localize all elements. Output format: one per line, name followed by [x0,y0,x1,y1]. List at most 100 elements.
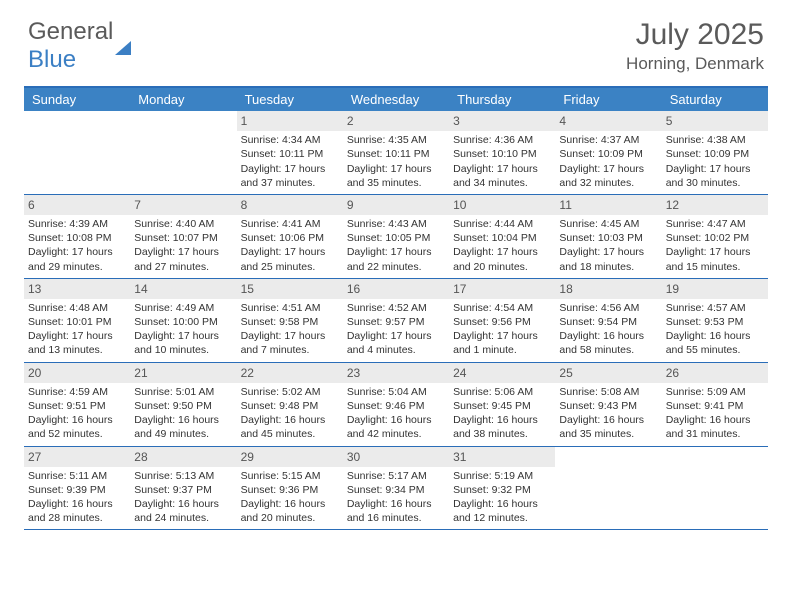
day-text: Sunrise: 4:49 AMSunset: 10:00 PMDaylight… [134,301,232,358]
day-number: 15 [237,279,343,299]
dow-cell: Tuesday [237,88,343,111]
day-cell: 24Sunrise: 5:06 AMSunset: 9:45 PMDayligh… [449,363,555,446]
day-text: Sunrise: 4:44 AMSunset: 10:04 PMDaylight… [453,217,551,274]
day-text: Sunrise: 5:01 AMSunset: 9:50 PMDaylight:… [134,385,232,442]
day-number: 25 [555,363,661,383]
day-number: 11 [555,195,661,215]
day-cell: 5Sunrise: 4:38 AMSunset: 10:09 PMDayligh… [662,111,768,194]
day-cell: 21Sunrise: 5:01 AMSunset: 9:50 PMDayligh… [130,363,236,446]
day-text: Sunrise: 4:57 AMSunset: 9:53 PMDaylight:… [666,301,764,358]
day-cell: 15Sunrise: 4:51 AMSunset: 9:58 PMDayligh… [237,279,343,362]
day-cell: 20Sunrise: 4:59 AMSunset: 9:51 PMDayligh… [24,363,130,446]
day-text: Sunrise: 4:47 AMSunset: 10:02 PMDaylight… [666,217,764,274]
day-cell [662,447,768,530]
day-text: Sunrise: 5:09 AMSunset: 9:41 PMDaylight:… [666,385,764,442]
dow-cell: Saturday [662,88,768,111]
day-number: 23 [343,363,449,383]
day-text: Sunrise: 4:45 AMSunset: 10:03 PMDaylight… [559,217,657,274]
day-number: 24 [449,363,555,383]
day-text: Sunrise: 4:56 AMSunset: 9:54 PMDaylight:… [559,301,657,358]
header: General Blue July 2025 Horning, Denmark [0,0,792,82]
day-text: Sunrise: 5:17 AMSunset: 9:34 PMDaylight:… [347,469,445,526]
calendar: SundayMondayTuesdayWednesdayThursdayFrid… [24,86,768,530]
day-text: Sunrise: 5:13 AMSunset: 9:37 PMDaylight:… [134,469,232,526]
day-number: 9 [343,195,449,215]
day-number: 28 [130,447,236,467]
logo-part2: Blue [28,46,76,73]
day-cell: 14Sunrise: 4:49 AMSunset: 10:00 PMDaylig… [130,279,236,362]
title-block: July 2025 Horning, Denmark [626,18,764,74]
day-number: 21 [130,363,236,383]
day-number: 8 [237,195,343,215]
day-number: 27 [24,447,130,467]
day-cell: 7Sunrise: 4:40 AMSunset: 10:07 PMDayligh… [130,195,236,278]
month-title: July 2025 [626,18,764,52]
day-cell: 29Sunrise: 5:15 AMSunset: 9:36 PMDayligh… [237,447,343,530]
day-cell [24,111,130,194]
day-number: 4 [555,111,661,131]
day-cell: 11Sunrise: 4:45 AMSunset: 10:03 PMDaylig… [555,195,661,278]
week-row: 27Sunrise: 5:11 AMSunset: 9:39 PMDayligh… [24,447,768,531]
day-number: 13 [24,279,130,299]
day-cell: 6Sunrise: 4:39 AMSunset: 10:08 PMDayligh… [24,195,130,278]
day-text: Sunrise: 4:48 AMSunset: 10:01 PMDaylight… [28,301,126,358]
day-number: 2 [343,111,449,131]
day-text: Sunrise: 4:35 AMSunset: 10:11 PMDaylight… [347,133,445,190]
day-number: 29 [237,447,343,467]
day-number: 26 [662,363,768,383]
day-text: Sunrise: 4:59 AMSunset: 9:51 PMDaylight:… [28,385,126,442]
dow-cell: Monday [130,88,236,111]
day-cell: 16Sunrise: 4:52 AMSunset: 9:57 PMDayligh… [343,279,449,362]
day-cell: 31Sunrise: 5:19 AMSunset: 9:32 PMDayligh… [449,447,555,530]
dow-cell: Thursday [449,88,555,111]
day-cell: 12Sunrise: 4:47 AMSunset: 10:02 PMDaylig… [662,195,768,278]
day-cell [130,111,236,194]
day-cell: 23Sunrise: 5:04 AMSunset: 9:46 PMDayligh… [343,363,449,446]
logo: General Blue [28,18,131,74]
day-cell: 10Sunrise: 4:44 AMSunset: 10:04 PMDaylig… [449,195,555,278]
day-text: Sunrise: 5:02 AMSunset: 9:48 PMDaylight:… [241,385,339,442]
day-cell: 28Sunrise: 5:13 AMSunset: 9:37 PMDayligh… [130,447,236,530]
day-number: 10 [449,195,555,215]
day-text: Sunrise: 4:34 AMSunset: 10:11 PMDaylight… [241,133,339,190]
logo-part1: General [28,18,113,45]
day-text: Sunrise: 4:39 AMSunset: 10:08 PMDaylight… [28,217,126,274]
day-number: 12 [662,195,768,215]
day-text: Sunrise: 4:38 AMSunset: 10:09 PMDaylight… [666,133,764,190]
day-text: Sunrise: 5:19 AMSunset: 9:32 PMDaylight:… [453,469,551,526]
day-text: Sunrise: 5:08 AMSunset: 9:43 PMDaylight:… [559,385,657,442]
day-text: Sunrise: 5:15 AMSunset: 9:36 PMDaylight:… [241,469,339,526]
week-row: 13Sunrise: 4:48 AMSunset: 10:01 PMDaylig… [24,279,768,363]
day-number: 20 [24,363,130,383]
weeks-container: 1Sunrise: 4:34 AMSunset: 10:11 PMDayligh… [24,111,768,530]
day-text: Sunrise: 4:37 AMSunset: 10:09 PMDaylight… [559,133,657,190]
day-number: 31 [449,447,555,467]
day-cell: 19Sunrise: 4:57 AMSunset: 9:53 PMDayligh… [662,279,768,362]
week-row: 20Sunrise: 4:59 AMSunset: 9:51 PMDayligh… [24,363,768,447]
day-number: 7 [130,195,236,215]
day-number: 17 [449,279,555,299]
day-number: 30 [343,447,449,467]
day-cell: 4Sunrise: 4:37 AMSunset: 10:09 PMDayligh… [555,111,661,194]
day-number: 3 [449,111,555,131]
logo-triangle-icon [115,14,131,55]
day-text: Sunrise: 4:54 AMSunset: 9:56 PMDaylight:… [453,301,551,358]
day-cell: 22Sunrise: 5:02 AMSunset: 9:48 PMDayligh… [237,363,343,446]
day-number: 22 [237,363,343,383]
week-row: 1Sunrise: 4:34 AMSunset: 10:11 PMDayligh… [24,111,768,195]
day-text: Sunrise: 4:43 AMSunset: 10:05 PMDaylight… [347,217,445,274]
day-cell: 3Sunrise: 4:36 AMSunset: 10:10 PMDayligh… [449,111,555,194]
day-cell: 8Sunrise: 4:41 AMSunset: 10:06 PMDayligh… [237,195,343,278]
day-text: Sunrise: 4:41 AMSunset: 10:06 PMDaylight… [241,217,339,274]
day-cell: 1Sunrise: 4:34 AMSunset: 10:11 PMDayligh… [237,111,343,194]
day-text: Sunrise: 4:36 AMSunset: 10:10 PMDaylight… [453,133,551,190]
week-row: 6Sunrise: 4:39 AMSunset: 10:08 PMDayligh… [24,195,768,279]
day-text: Sunrise: 5:04 AMSunset: 9:46 PMDaylight:… [347,385,445,442]
day-number: 16 [343,279,449,299]
day-number: 19 [662,279,768,299]
day-text: Sunrise: 5:06 AMSunset: 9:45 PMDaylight:… [453,385,551,442]
day-cell: 2Sunrise: 4:35 AMSunset: 10:11 PMDayligh… [343,111,449,194]
dow-row: SundayMondayTuesdayWednesdayThursdayFrid… [24,88,768,111]
day-cell: 27Sunrise: 5:11 AMSunset: 9:39 PMDayligh… [24,447,130,530]
day-cell: 9Sunrise: 4:43 AMSunset: 10:05 PMDayligh… [343,195,449,278]
